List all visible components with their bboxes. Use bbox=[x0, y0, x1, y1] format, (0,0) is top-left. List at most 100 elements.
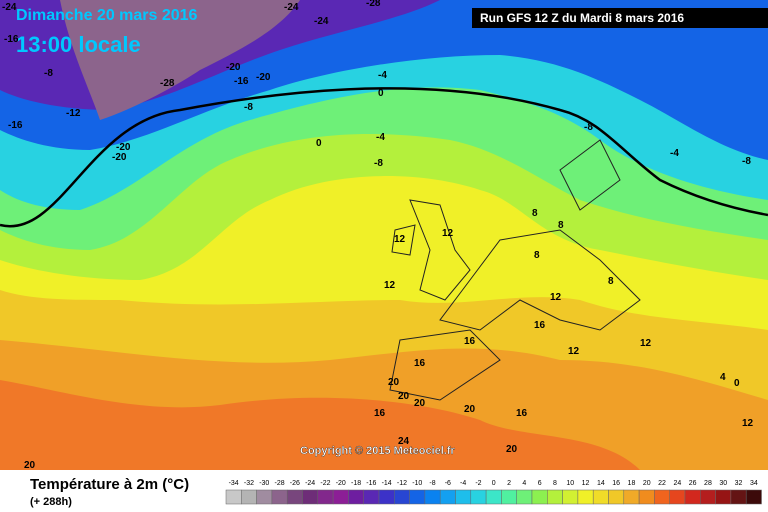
scale-label: 6 bbox=[538, 480, 542, 487]
scale-label: 28 bbox=[704, 480, 712, 487]
contour-label: 16 bbox=[374, 408, 386, 419]
scale-label: -30 bbox=[259, 480, 269, 487]
scale-label: 2 bbox=[507, 480, 511, 487]
scale-swatch bbox=[516, 489, 533, 505]
scale-label: -12 bbox=[397, 480, 407, 487]
scale-label: 12 bbox=[582, 480, 590, 487]
scale-label: -20 bbox=[336, 480, 346, 487]
scale-swatch bbox=[684, 489, 701, 505]
contour-label: 8 bbox=[532, 208, 538, 219]
scale-swatch bbox=[547, 489, 563, 505]
contour-label: -4 bbox=[376, 132, 385, 143]
run-box bbox=[472, 8, 768, 28]
contour-label: 12 bbox=[640, 338, 652, 349]
scale-swatch bbox=[424, 489, 441, 505]
scale-label: 32 bbox=[735, 480, 743, 487]
scale-swatch bbox=[745, 489, 762, 505]
contour-label: 12 bbox=[442, 228, 454, 239]
scale-swatch bbox=[271, 489, 288, 505]
coastlines bbox=[389, 139, 641, 401]
zero-isotherm bbox=[0, 87, 768, 228]
contour-label: 0 bbox=[734, 378, 740, 389]
footer-title: Température à 2m (°C) bbox=[30, 476, 189, 493]
scale-label: -8 bbox=[429, 480, 435, 487]
scale-label: 16 bbox=[612, 480, 620, 487]
contour-label: -4 bbox=[670, 148, 679, 159]
contour-label: -16 bbox=[8, 120, 23, 131]
scale-label: -26 bbox=[290, 480, 300, 487]
contour-label: 20 bbox=[388, 377, 400, 388]
contour-label: -24 bbox=[314, 16, 329, 27]
footer-lead: (+ 288h) bbox=[30, 496, 72, 508]
contour-label: -8 bbox=[244, 102, 253, 113]
contour-label: 8 bbox=[534, 250, 540, 261]
scale-swatch bbox=[531, 489, 548, 505]
scale-swatch bbox=[256, 489, 273, 505]
scale-swatch bbox=[562, 489, 579, 505]
copyright: Copyright © 2015 Meteociel.fr bbox=[300, 445, 456, 457]
scale-label: 14 bbox=[597, 480, 605, 487]
band-greenland bbox=[60, 0, 300, 120]
contour-label: -20 bbox=[116, 142, 131, 153]
contour-label: -20 bbox=[112, 152, 127, 163]
contour-label: 12 bbox=[742, 418, 754, 429]
scale-swatch bbox=[363, 489, 380, 505]
scale-swatch bbox=[638, 489, 655, 505]
scale-label: 0 bbox=[492, 480, 496, 487]
scale-label: -10 bbox=[412, 480, 422, 487]
contour-label: 0 bbox=[316, 138, 322, 149]
scale-swatch bbox=[317, 489, 334, 505]
scale-label: 4 bbox=[522, 480, 526, 487]
scale-swatch bbox=[241, 489, 257, 505]
contour-label: 20 bbox=[414, 398, 426, 409]
contour-label: 20 bbox=[506, 444, 518, 455]
scale-swatch bbox=[592, 489, 609, 505]
scale-swatch bbox=[394, 489, 410, 505]
scale-swatch bbox=[455, 489, 472, 505]
contour-label: -16 bbox=[4, 34, 19, 45]
contour-label: -28 bbox=[366, 0, 381, 9]
scale-swatch bbox=[409, 489, 426, 505]
contour-label: 4 bbox=[720, 372, 726, 383]
scale-label: 30 bbox=[719, 480, 727, 487]
scale-label: 10 bbox=[566, 480, 574, 487]
scale-swatch bbox=[439, 489, 456, 505]
contour-label: 0 bbox=[378, 88, 384, 99]
contour-label: 16 bbox=[464, 336, 476, 347]
scale-label: 24 bbox=[673, 480, 681, 487]
scale-swatch bbox=[378, 489, 395, 505]
contour-label: 20 bbox=[398, 391, 410, 402]
scale-swatch bbox=[501, 489, 517, 505]
contour-label: 8 bbox=[608, 276, 614, 287]
contour-label: 8 bbox=[558, 220, 564, 231]
scale-swatch bbox=[730, 489, 747, 505]
contour-label: -4 bbox=[378, 70, 387, 81]
contour-label: 16 bbox=[516, 408, 528, 419]
forecast-date: Dimanche 20 mars 2016 bbox=[16, 7, 198, 24]
contour-label: -24 bbox=[284, 2, 299, 13]
contour-label: -28 bbox=[160, 78, 175, 89]
scale-swatch bbox=[302, 489, 319, 505]
contour-label: -16 bbox=[234, 76, 249, 87]
contour-label: -12 bbox=[66, 108, 81, 119]
scale-label: -28 bbox=[274, 480, 284, 487]
contour-label: 24 bbox=[398, 436, 410, 447]
scale-label: -2 bbox=[475, 480, 481, 487]
contour-label: 12 bbox=[394, 234, 406, 245]
scale-label: 34 bbox=[750, 480, 758, 487]
contour-label: -8 bbox=[44, 68, 53, 79]
scale-label: -6 bbox=[445, 480, 451, 487]
scale-label: -34 bbox=[229, 480, 239, 487]
scale-label: 8 bbox=[553, 480, 557, 487]
contour-label: 12 bbox=[550, 292, 562, 303]
scale-label: -14 bbox=[382, 480, 392, 487]
forecast-time: 13:00 locale bbox=[16, 32, 141, 57]
scale-label: 20 bbox=[643, 480, 651, 487]
contour-label: 16 bbox=[534, 320, 546, 331]
scale-swatch bbox=[470, 489, 487, 505]
scale-swatch bbox=[623, 489, 640, 505]
scale-swatch bbox=[348, 489, 364, 505]
scale-swatch bbox=[669, 489, 686, 505]
contour-label: -8 bbox=[742, 156, 751, 167]
